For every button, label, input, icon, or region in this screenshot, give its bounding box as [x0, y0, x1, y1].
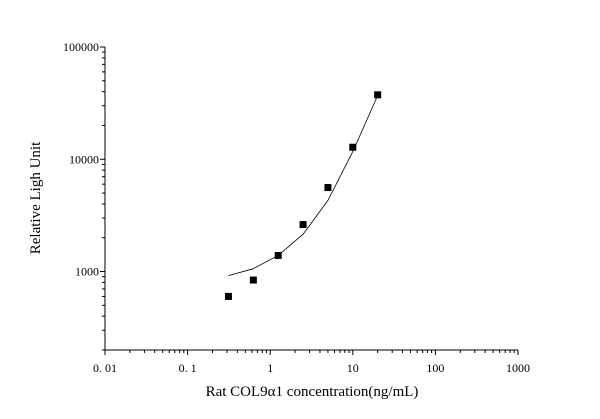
- fit-line: [228, 95, 379, 276]
- tick-marks: [100, 46, 519, 355]
- data-point: [349, 143, 357, 151]
- y-axis-title: Relative Ligh Unit: [28, 141, 44, 254]
- x-tick-label: 0. 01: [93, 361, 117, 375]
- x-tick-label: 1: [267, 361, 273, 375]
- fit-curve: [228, 95, 379, 276]
- data-point: [249, 276, 257, 284]
- data-point: [274, 251, 282, 259]
- x-tick-label: 100: [426, 361, 444, 375]
- data-point: [299, 221, 307, 229]
- data-points: [224, 91, 382, 300]
- y-tick-label: 1000: [75, 265, 99, 279]
- data-point: [324, 184, 332, 192]
- y-tick-label: 100000: [63, 40, 99, 54]
- data-point: [374, 91, 382, 99]
- x-axis-title: Rat COL9α1 concentration(ng/mL): [206, 384, 419, 400]
- axes: [104, 47, 518, 351]
- x-tick-label: 1000: [506, 361, 530, 375]
- x-tick-label: 0. 1: [179, 361, 197, 375]
- y-tick-label: 10000: [69, 152, 99, 166]
- tick-labels: 0. 01 0. 1 1 10 100 1000 1000 10000 100000: [63, 40, 530, 375]
- x-tick-label: 10: [347, 361, 359, 375]
- data-point: [224, 292, 232, 300]
